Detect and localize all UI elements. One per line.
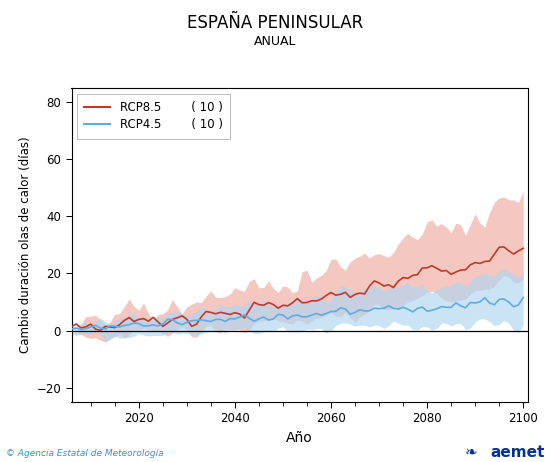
Text: © Agencia Estatal de Meteorología: © Agencia Estatal de Meteorología: [6, 450, 163, 458]
Y-axis label: Cambio duración olas de calor (días): Cambio duración olas de calor (días): [19, 137, 32, 353]
Text: aemet: aemet: [490, 445, 544, 460]
Text: ❧: ❧: [465, 445, 477, 460]
Legend: RCP8.5        ( 10 ), RCP4.5        ( 10 ): RCP8.5 ( 10 ), RCP4.5 ( 10 ): [78, 94, 230, 139]
X-axis label: Año: Año: [287, 431, 313, 445]
Text: ANUAL: ANUAL: [254, 35, 296, 48]
Text: ESPAÑA PENINSULAR: ESPAÑA PENINSULAR: [187, 14, 363, 32]
